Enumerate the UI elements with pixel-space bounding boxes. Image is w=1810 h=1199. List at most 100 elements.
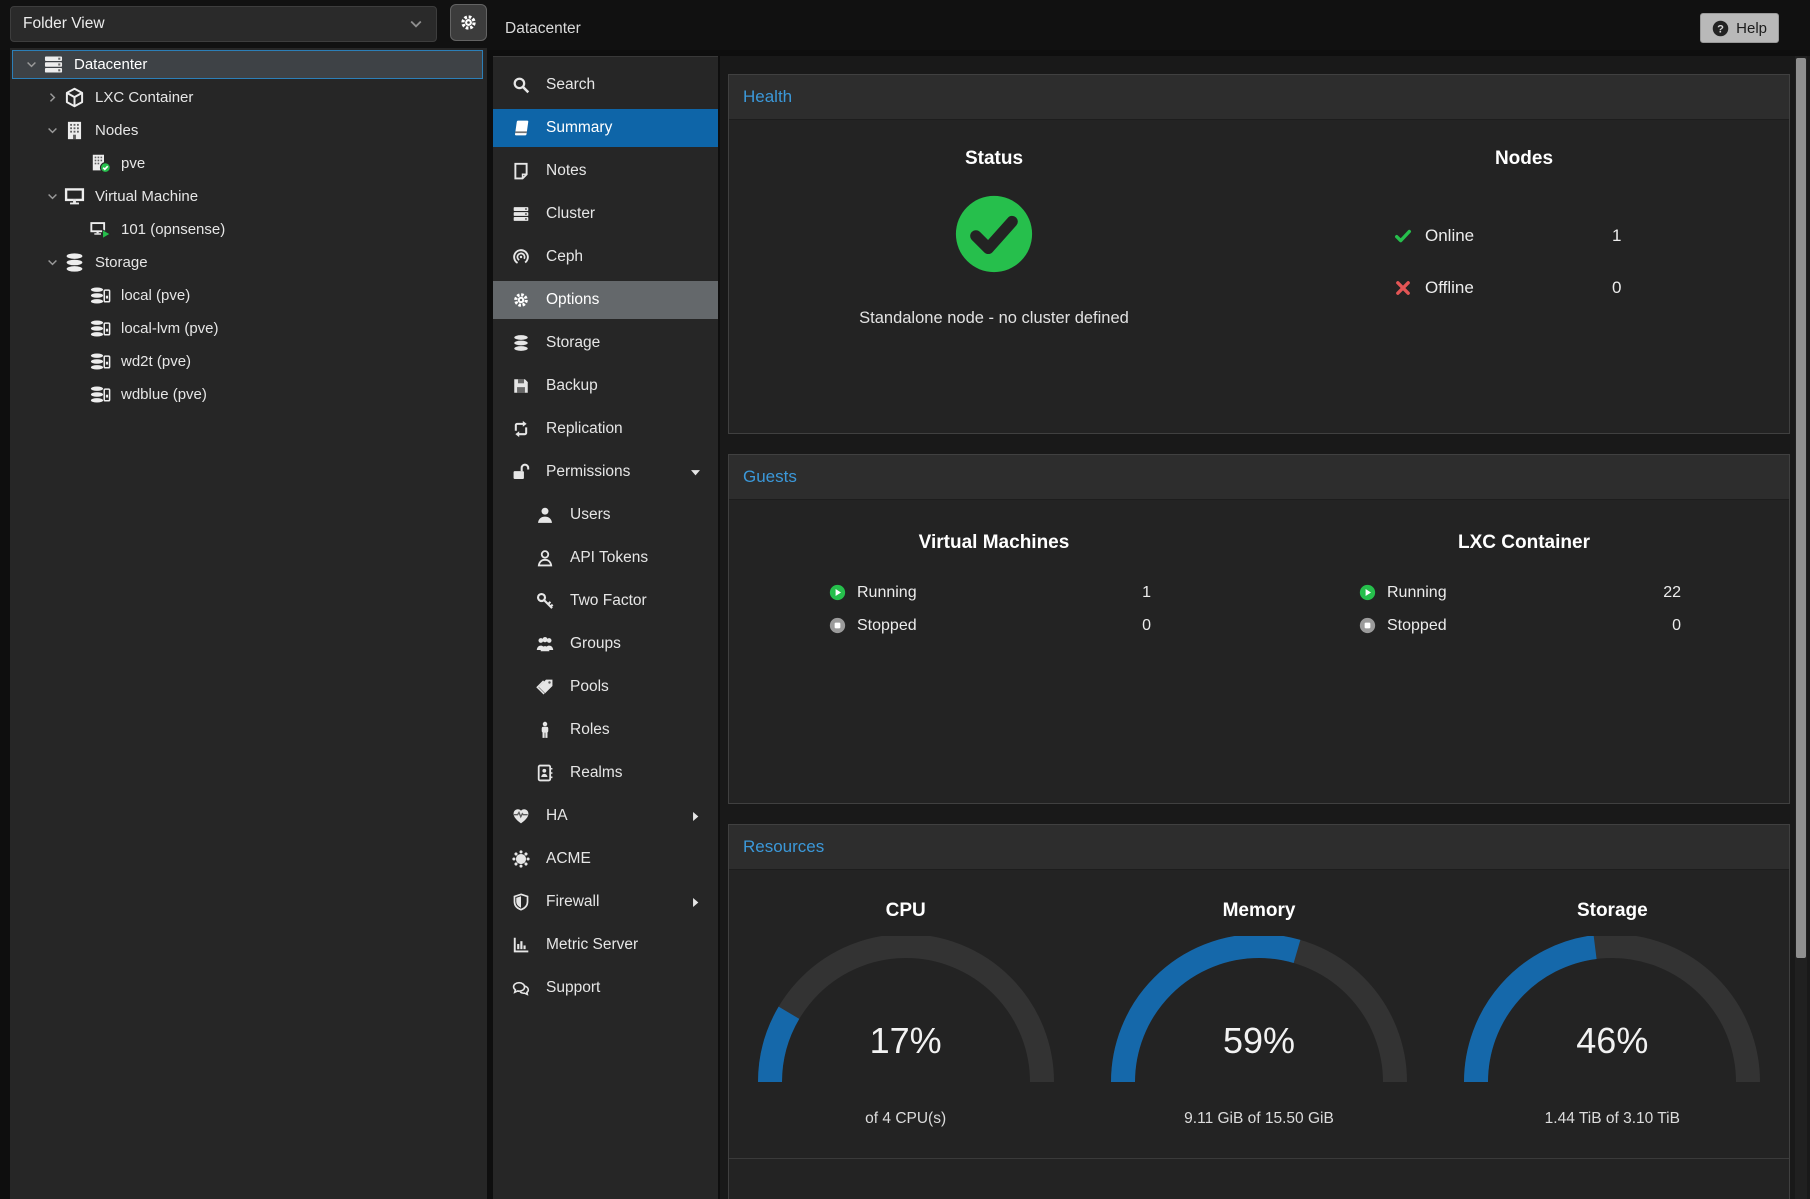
floppy-icon — [511, 377, 531, 395]
memory-sublabel: 9.11 GiB of 15.50 GiB — [1082, 1110, 1435, 1128]
menu-item-acme[interactable]: ACME — [493, 840, 718, 878]
menu-item-api-tokens[interactable]: API Tokens — [493, 539, 718, 577]
gear-icon — [511, 291, 531, 309]
cpu-percent: 17% — [756, 1020, 1056, 1062]
tree-item-storage-wdblue[interactable]: wdblue (pve) — [12, 380, 483, 409]
building-icon — [62, 120, 86, 141]
help-button[interactable]: ? Help — [1700, 13, 1779, 43]
nodes-online-row: Online 1 — [1394, 210, 1654, 262]
menu-item-two-factor[interactable]: Two Factor — [493, 582, 718, 620]
search-icon — [511, 76, 531, 94]
page-title: Datacenter — [505, 20, 581, 38]
user-icon — [535, 506, 555, 524]
resources-panel: Resources CPU 17% of 4 CPU(s) — [728, 824, 1790, 1199]
menu-item-support[interactable]: Support — [493, 969, 718, 1007]
health-panel-header: Health — [729, 75, 1789, 120]
chevron-down-icon[interactable] — [42, 124, 62, 137]
guests-panel-header: Guests — [729, 455, 1789, 500]
view-mode-select[interactable]: Folder View — [10, 6, 437, 42]
tree-item-nodes[interactable]: Nodes — [12, 116, 483, 145]
memory-gauge: Memory 59% 9.11 GiB of 15.50 GiB — [1082, 900, 1435, 1128]
unlock-icon — [511, 463, 531, 481]
server-stack-icon — [511, 205, 531, 223]
cpu-sublabel: of 4 CPU(s) — [729, 1110, 1082, 1128]
database-drive-icon — [88, 318, 112, 339]
stop-circle-icon — [829, 617, 848, 634]
resources-divider — [729, 1158, 1789, 1159]
tree-item-storage-local[interactable]: local (pve) — [12, 281, 483, 310]
menu-item-ceph[interactable]: Ceph — [493, 238, 718, 276]
database-icon — [511, 334, 531, 352]
tree-item-datacenter[interactable]: Datacenter — [12, 50, 483, 79]
building-check-icon — [88, 153, 112, 174]
database-drive-icon — [88, 384, 112, 405]
server-stack-icon — [41, 54, 65, 75]
proxmox-app: Folder View Datacenter ? Help Datacenter… — [0, 0, 1810, 1199]
tree-settings-button[interactable] — [450, 4, 487, 41]
chevron-right-icon[interactable] — [42, 91, 62, 104]
menu-item-cluster[interactable]: Cluster — [493, 195, 718, 233]
gear-icon — [459, 13, 478, 32]
tree-item-storage[interactable]: Storage — [12, 248, 483, 277]
book-icon — [511, 119, 531, 137]
svg-text:?: ? — [1717, 23, 1724, 35]
menu-item-pools[interactable]: Pools — [493, 668, 718, 706]
note-icon — [511, 162, 531, 180]
nodes-status-column: Nodes Online 1 Offline 0 — [1259, 120, 1789, 328]
top-bar: Folder View Datacenter ? Help — [0, 0, 1810, 50]
database-drive-icon — [88, 285, 112, 306]
menu-item-options[interactable]: Options — [493, 281, 718, 319]
menu-item-groups[interactable]: Groups — [493, 625, 718, 663]
comments-icon — [511, 979, 531, 997]
menu-item-replication[interactable]: Replication — [493, 410, 718, 448]
acme-badge-icon — [511, 850, 531, 868]
tree-item-storage-wd2t[interactable]: wd2t (pve) — [12, 347, 483, 376]
database-drive-icon — [88, 351, 112, 372]
virtual-machines-column: Virtual Machines Running 1 Stopped 0 — [729, 500, 1259, 642]
check-icon — [1394, 227, 1414, 245]
chevron-down-icon[interactable] — [21, 58, 41, 71]
tree-item-pve[interactable]: pve — [12, 149, 483, 178]
cross-icon — [1394, 279, 1414, 297]
cpu-gauge-arc: 17% — [756, 936, 1056, 1096]
caret-right-icon — [689, 810, 702, 823]
tree-item-storage-local-lvm[interactable]: local-lvm (pve) — [12, 314, 483, 343]
storage-sublabel: 1.44 TiB of 3.10 TiB — [1436, 1110, 1789, 1128]
menu-item-firewall[interactable]: Firewall — [493, 883, 718, 921]
memory-gauge-arc: 59% — [1109, 936, 1409, 1096]
status-heading: Status — [729, 148, 1259, 170]
menu-item-summary[interactable]: Summary — [493, 109, 718, 147]
bar-chart-icon — [511, 936, 531, 954]
menu-item-permissions[interactable]: Permissions — [493, 453, 718, 491]
ceph-icon — [511, 248, 531, 266]
menu-item-roles[interactable]: Roles — [493, 711, 718, 749]
menu-item-notes[interactable]: Notes — [493, 152, 718, 190]
key-icon — [535, 592, 555, 610]
chevron-down-icon[interactable] — [42, 256, 62, 269]
datacenter-menu: Search Summary Notes Cluster Ceph Option… — [493, 56, 718, 1199]
menu-item-ha[interactable]: HA — [493, 797, 718, 835]
users-group-icon — [535, 635, 555, 653]
view-mode-value: Folder View — [23, 15, 408, 33]
play-circle-icon — [829, 584, 848, 601]
tree-item-lxc-container[interactable]: LXC Container — [12, 83, 483, 112]
vertical-scrollbar[interactable] — [1795, 56, 1807, 1199]
cpu-gauge: CPU 17% of 4 CPU(s) — [729, 900, 1082, 1128]
tree-item-virtual-machine[interactable]: Virtual Machine — [12, 182, 483, 211]
lxc-container-column: LXC Container Running 22 Stopped 0 — [1259, 500, 1789, 642]
menu-item-users[interactable]: Users — [493, 496, 718, 534]
chevron-down-icon[interactable] — [42, 190, 62, 203]
caret-right-icon — [689, 896, 702, 909]
menu-item-metric-server[interactable]: Metric Server — [493, 926, 718, 964]
menu-item-storage[interactable]: Storage — [493, 324, 718, 362]
menu-item-realms[interactable]: Realms — [493, 754, 718, 792]
menu-item-search[interactable]: Search — [493, 66, 718, 104]
scrollbar-thumb[interactable] — [1796, 58, 1806, 958]
menu-item-backup[interactable]: Backup — [493, 367, 718, 405]
caret-down-icon — [689, 466, 702, 479]
vm-stopped-row: Stopped 0 — [829, 609, 1159, 642]
tree-item-vm-101[interactable]: 101 (opnsense) — [12, 215, 483, 244]
nodes-offline-row: Offline 0 — [1394, 262, 1654, 314]
memory-percent: 59% — [1109, 1020, 1409, 1062]
address-book-icon — [535, 764, 555, 782]
